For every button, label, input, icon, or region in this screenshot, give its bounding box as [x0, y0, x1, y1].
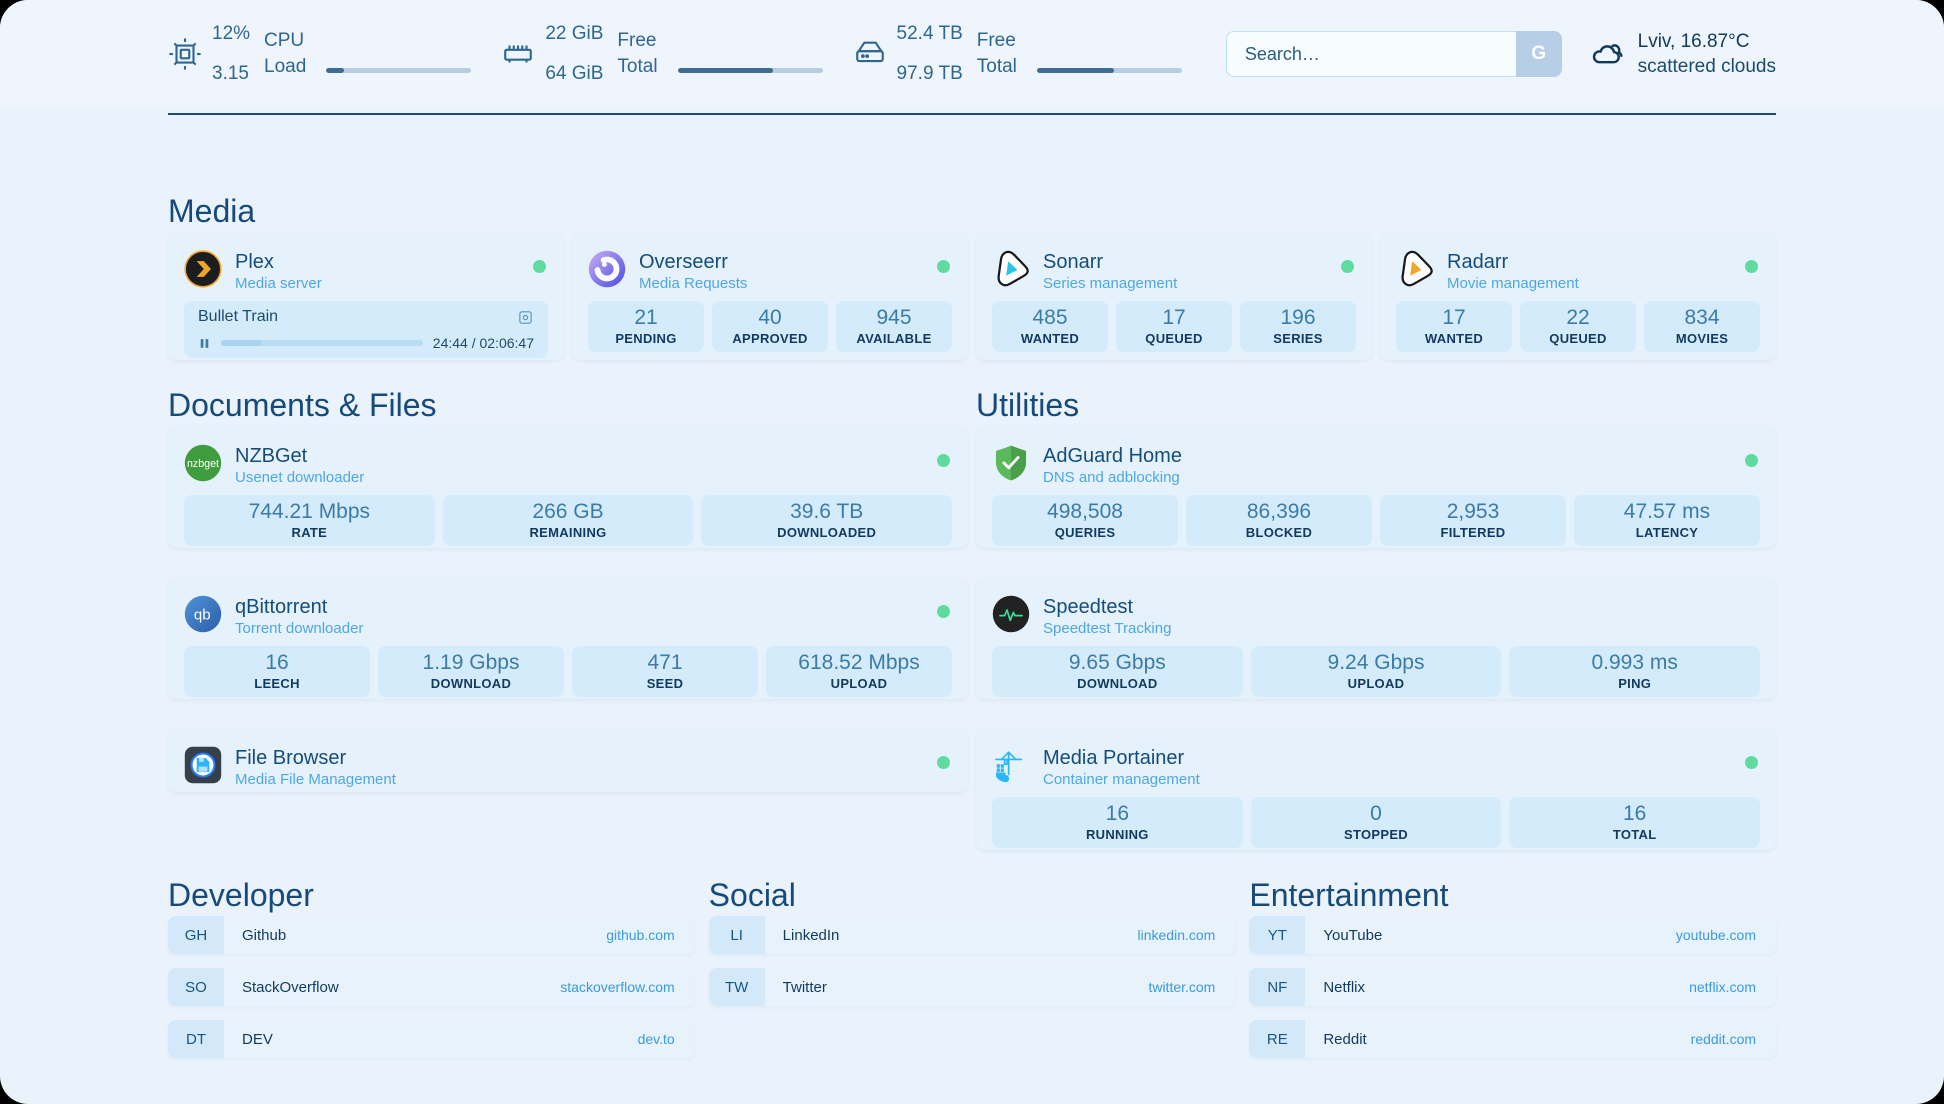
svg-text:nzbget: nzbget [187, 458, 219, 470]
svg-text:qb: qb [194, 607, 211, 624]
